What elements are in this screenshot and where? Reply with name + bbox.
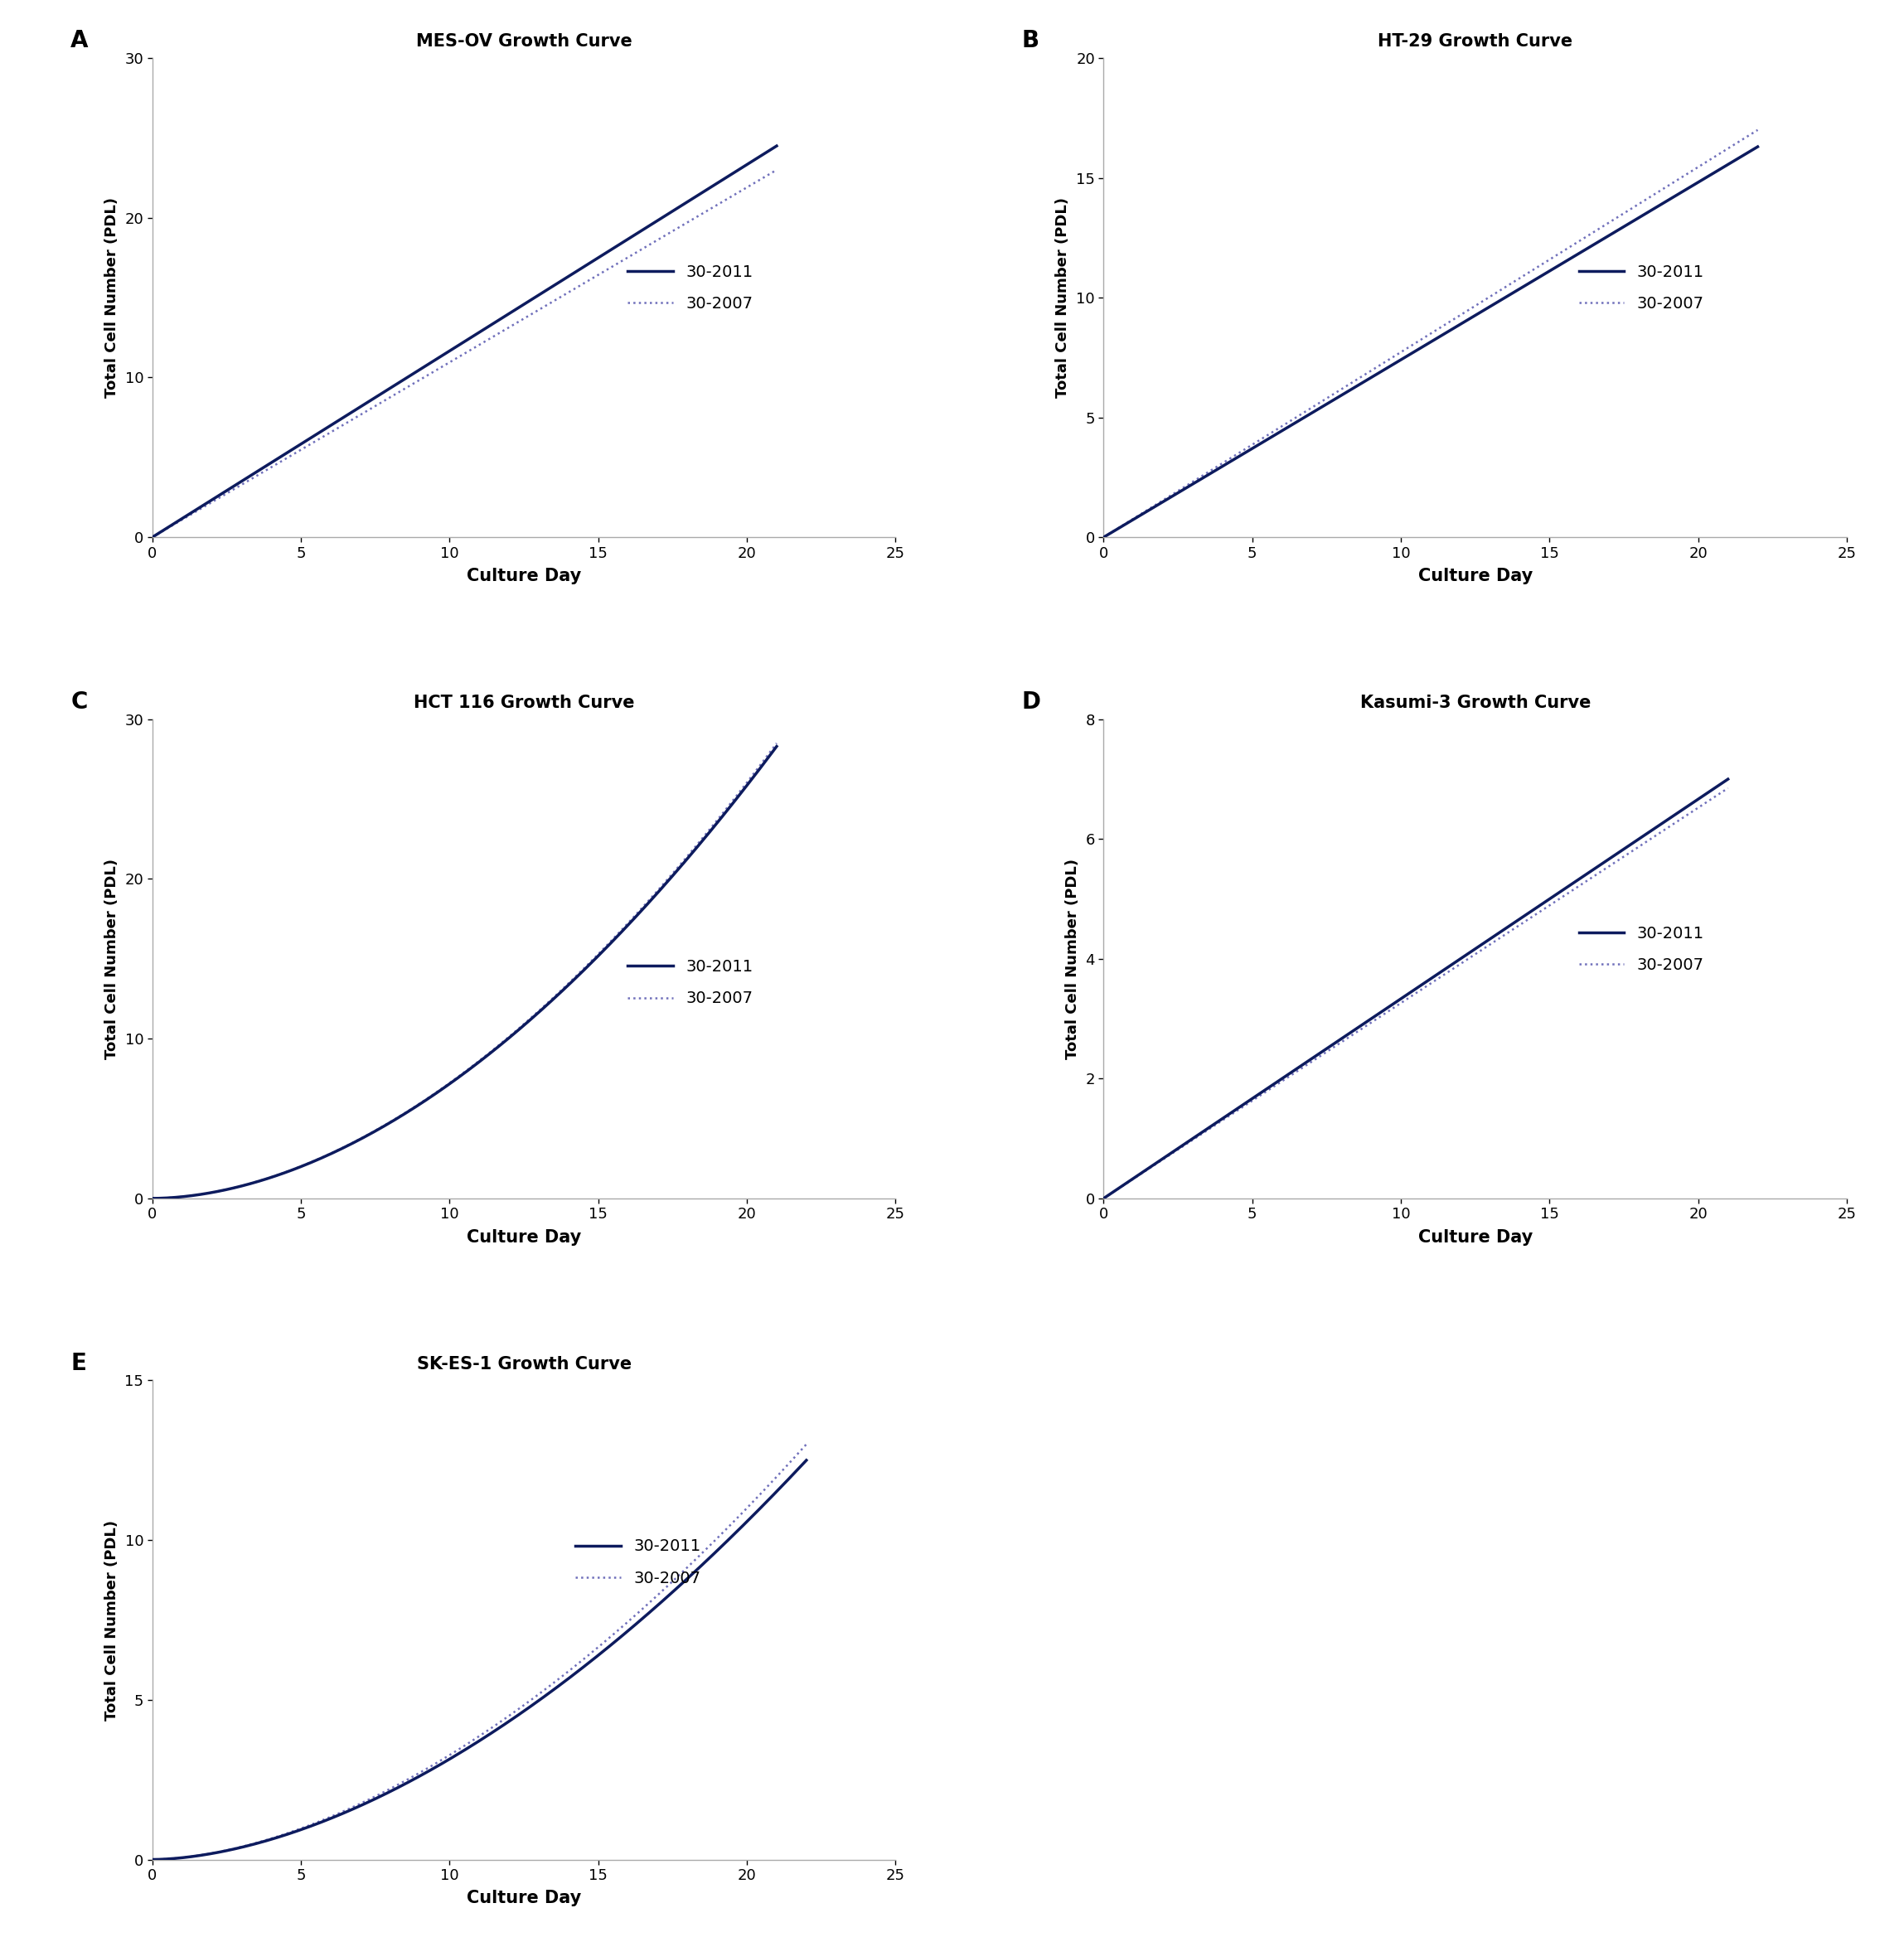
- Text: C: C: [70, 690, 88, 713]
- X-axis label: Culture Day: Culture Day: [466, 1228, 581, 1245]
- Text: E: E: [70, 1352, 86, 1375]
- Legend: 30-2011, 30-2007: 30-2011, 30-2007: [621, 258, 760, 318]
- Y-axis label: Total Cell Number (PDL): Total Cell Number (PDL): [105, 858, 120, 1060]
- Text: B: B: [1022, 29, 1040, 52]
- X-axis label: Culture Day: Culture Day: [1418, 1228, 1533, 1245]
- Y-axis label: Total Cell Number (PDL): Total Cell Number (PDL): [105, 198, 120, 397]
- X-axis label: Culture Day: Culture Day: [466, 568, 581, 585]
- Title: HCT 116 Growth Curve: HCT 116 Growth Curve: [413, 695, 634, 711]
- X-axis label: Culture Day: Culture Day: [1418, 568, 1533, 585]
- Y-axis label: Total Cell Number (PDL): Total Cell Number (PDL): [105, 1521, 118, 1720]
- Legend: 30-2011, 30-2007: 30-2011, 30-2007: [569, 1532, 706, 1592]
- Title: Kasumi-3 Growth Curve: Kasumi-3 Growth Curve: [1359, 695, 1590, 711]
- Title: HT-29 Growth Curve: HT-29 Growth Curve: [1378, 33, 1573, 50]
- Legend: 30-2011, 30-2007: 30-2011, 30-2007: [1573, 918, 1710, 980]
- Legend: 30-2011, 30-2007: 30-2011, 30-2007: [1573, 258, 1710, 318]
- Legend: 30-2011, 30-2007: 30-2011, 30-2007: [621, 953, 760, 1013]
- Text: A: A: [70, 29, 88, 52]
- X-axis label: Culture Day: Culture Day: [466, 1891, 581, 1906]
- Title: SK-ES-1 Growth Curve: SK-ES-1 Growth Curve: [417, 1356, 632, 1371]
- Title: MES-OV Growth Curve: MES-OV Growth Curve: [415, 33, 632, 50]
- Text: D: D: [1022, 690, 1041, 713]
- Y-axis label: Total Cell Number (PDL): Total Cell Number (PDL): [1064, 858, 1080, 1060]
- Y-axis label: Total Cell Number (PDL): Total Cell Number (PDL): [1055, 198, 1070, 397]
